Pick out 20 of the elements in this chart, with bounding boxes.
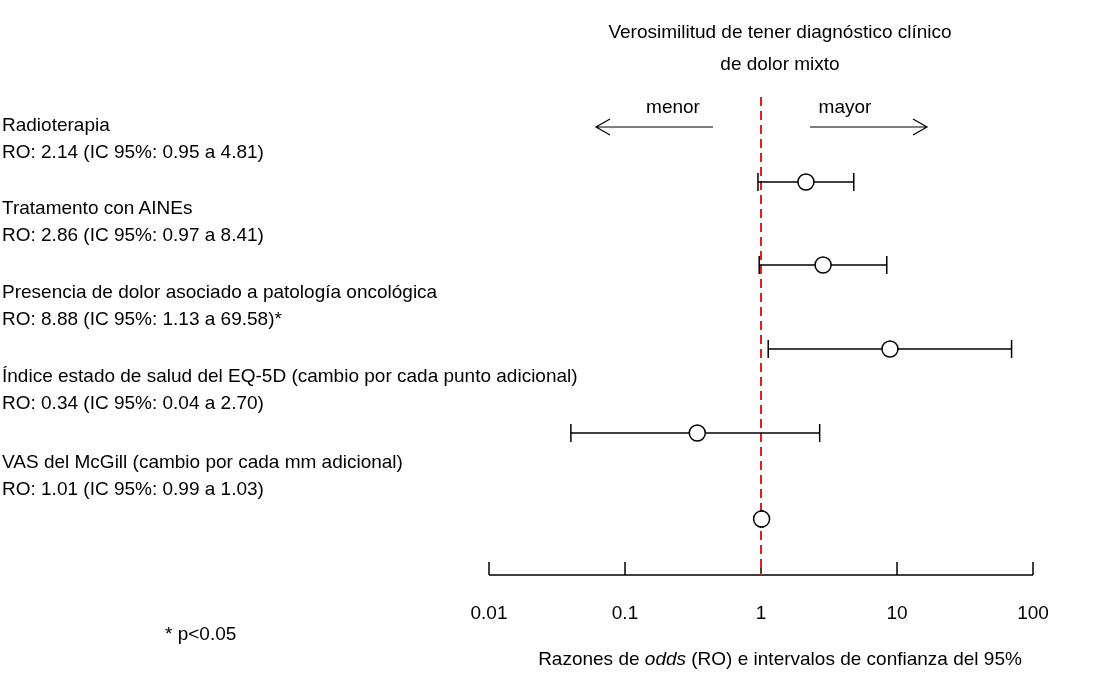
text: RO: 2.86 (IC 95%: 0.97 a 8.41) [2,224,264,245]
chart-title: Verosimilitud de tener diagnóstico clínico de dolor mixto [608,21,952,74]
x-axis-title: Razones de odds (RO) e intervalos de confianza del 95% [538,648,1022,669]
x-tick-label: 0.01 [470,602,508,623]
y-tick-label: Presencia de dolor asociado a patología oncológica [2,281,438,302]
text: * p<0.05 [165,623,237,644]
text: RO: 2.14 (IC 95%: 0.95 a 4.81) [2,141,264,162]
text: RO: 0.34 (IC 95%: 0.04 a 2.70) [2,392,264,413]
text: RO: 1.01 (IC 95%: 0.99 a 1.03) [2,478,264,499]
y-tick-label: Radioterapia [2,114,111,135]
y-tick-label: VAS del McGill (cambio por cada mm adicional) [2,451,403,472]
annotation: menor [646,96,701,117]
y-tick-label: Tratamento con AINEs [2,197,193,218]
annotation: mayor [818,96,873,117]
x-tick-label: 100 [1017,602,1049,623]
x-tick-label: 10 [886,602,908,623]
text: RO: 8.88 (IC 95%: 1.13 a 69.58)* [2,308,283,329]
y-tick-label: Índice estado de salud del EQ-5D (cambio por cada punto adicional) [2,365,578,386]
x-tick-label: 0.1 [611,602,639,623]
x-tick-label: 1 [755,602,767,623]
